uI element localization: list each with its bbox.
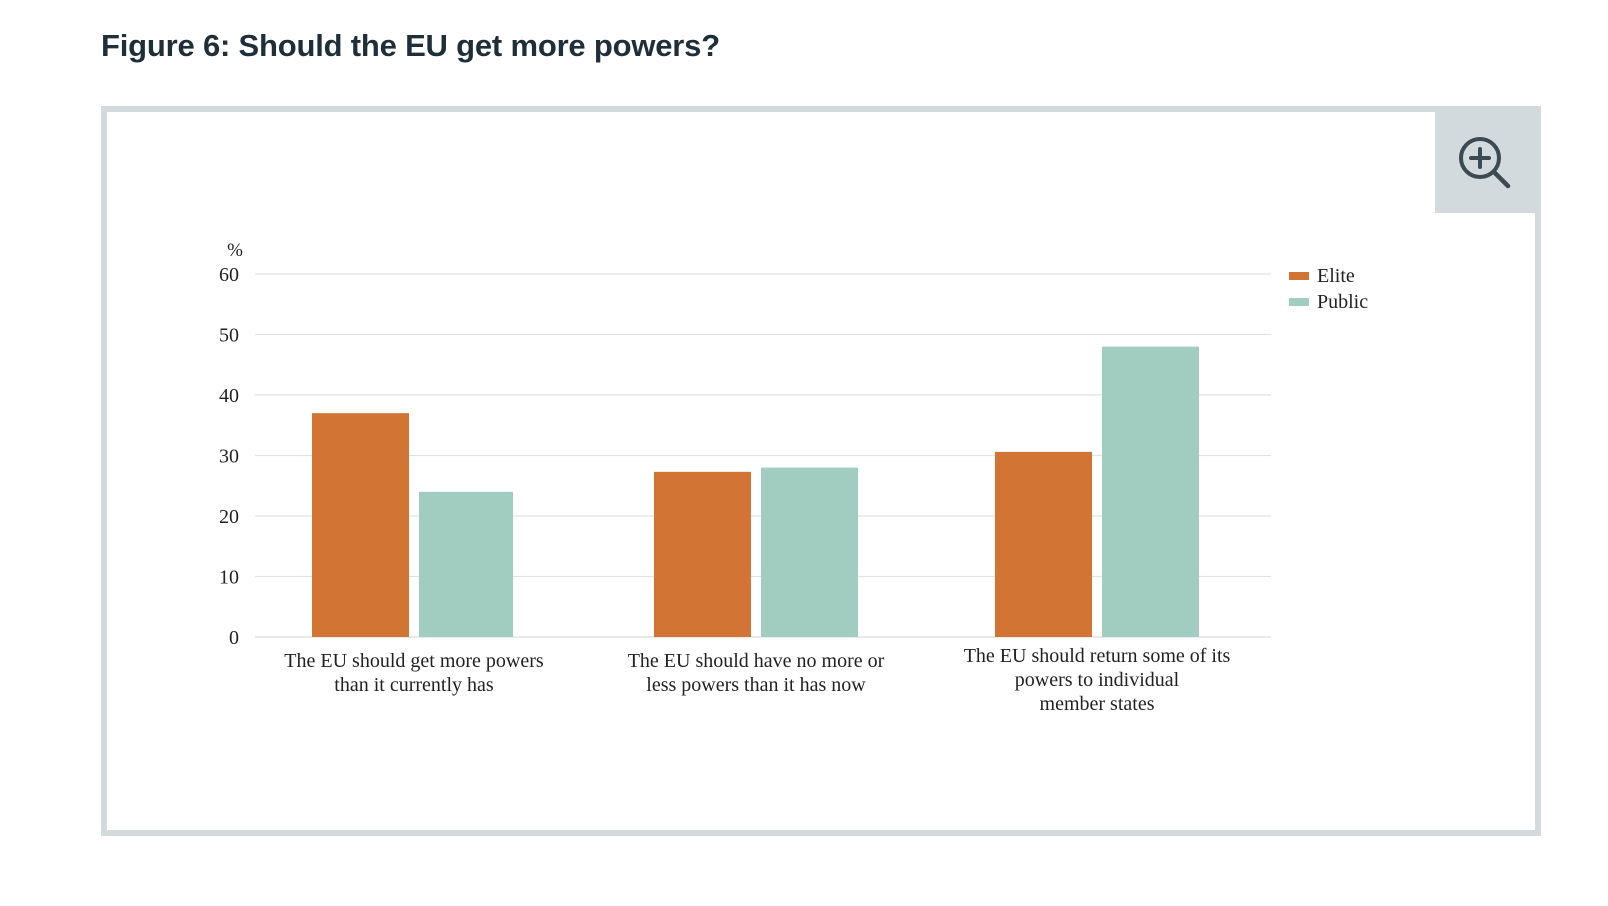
y-tick-label: 50 [219,325,239,347]
legend-label-public: Public [1317,291,1368,313]
legend-swatch-public [1289,298,1309,306]
x-category-label: The EU should have no more or [628,650,885,672]
chart-frame: % 0 10 20 30 40 50 60 The EU should get more pow… [101,106,1541,836]
x-category-label: member states [1040,693,1155,715]
zoom-button[interactable] [1435,112,1535,213]
zoom-in-icon [1459,136,1511,188]
bar-public [761,467,858,637]
bar-public [419,491,513,637]
figure-title: Figure 6: Should the EU get more powers? [101,28,720,63]
x-category-label: The EU should return some of its [964,645,1231,667]
y-tick-label: 20 [219,506,239,528]
legend-swatch-elite [1289,272,1309,280]
y-tick-label: 60 [219,264,239,286]
y-tick-label: 0 [229,627,239,649]
y-axis-label: % [227,240,243,261]
x-category-label: powers to individual [1015,669,1180,691]
bar-chart: % 0 10 20 30 40 50 60 The EU should get more pow… [219,240,1368,715]
x-category-label: The EU should get more powers [284,650,544,672]
bar-elite [312,413,409,637]
legend-label-elite: Elite [1317,265,1355,287]
x-category-label: less powers than it has now [646,674,866,696]
y-tick-label: 30 [219,446,239,468]
x-category-label: than it currently has [334,674,494,696]
bar-elite [995,451,1092,637]
bar-elite [654,471,751,637]
bar-public [1102,346,1199,637]
y-tick-label: 40 [219,385,239,407]
y-tick-label: 10 [219,567,239,589]
